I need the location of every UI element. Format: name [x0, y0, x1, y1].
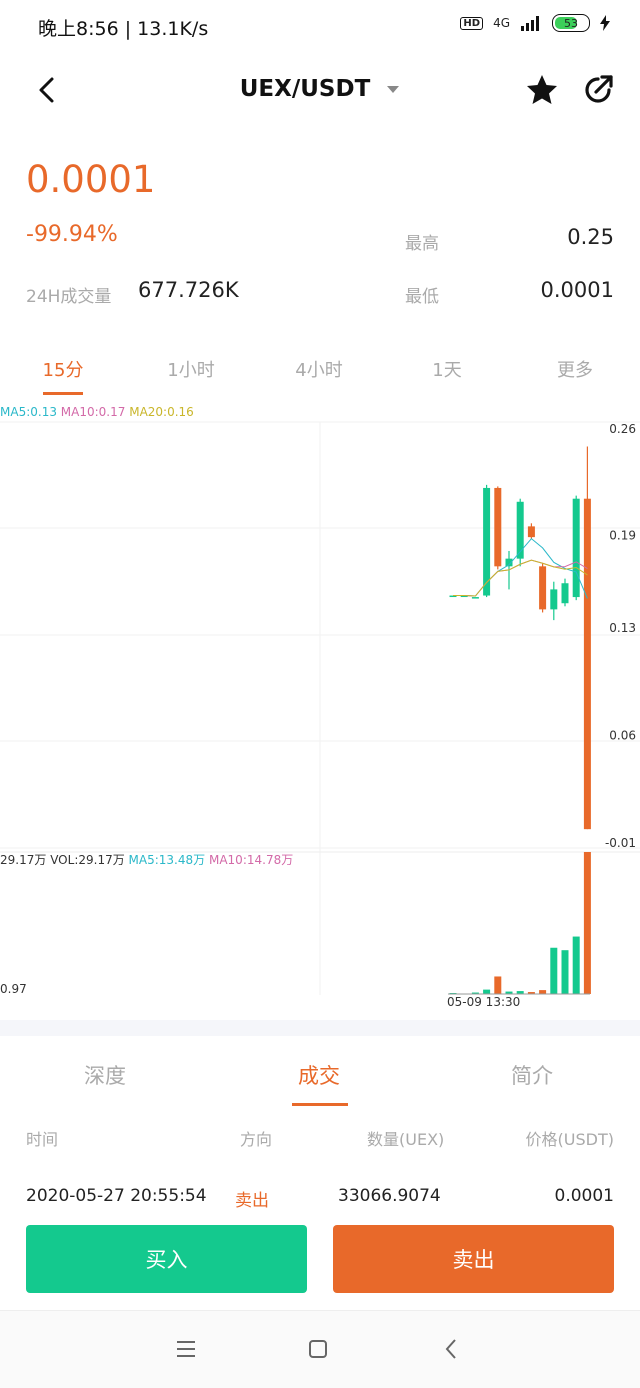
- y-tick-label: 0.19: [609, 529, 636, 543]
- tab-15m[interactable]: 15分: [42, 360, 84, 381]
- last-price: 0.0001: [26, 158, 156, 201]
- vol-left-label: 29.17万: [0, 853, 47, 867]
- tab-4h[interactable]: 4小时: [295, 360, 343, 381]
- y-tick-label: 0.26: [609, 422, 636, 436]
- status-icons: HD 4G 53: [460, 14, 610, 32]
- tab-depth[interactable]: 深度: [84, 1064, 126, 1088]
- tab-intro[interactable]: 简介: [511, 1064, 553, 1088]
- volume-bar: [550, 947, 558, 994]
- volume-bar: [494, 976, 502, 994]
- trade-time: 2020-05-27 20:55:54: [26, 1186, 207, 1206]
- caret-down-icon: [387, 85, 400, 93]
- low-value: 0.0001: [540, 278, 614, 302]
- kline-chart[interactable]: 0.26 0.19 0.13 0.06 -0.01 0.97 05-09 13:30: [0, 400, 640, 1010]
- status-time: 晚上8:56 | 13.1K/s: [38, 18, 209, 40]
- interval-underline: [43, 392, 83, 395]
- section-divider: [0, 1020, 640, 1036]
- candle-body: [483, 487, 491, 596]
- battery-icon: 53: [552, 14, 590, 32]
- pair-title: UEX/USDT: [239, 76, 371, 102]
- system-nav-bar: [0, 1310, 640, 1388]
- star-icon[interactable]: [524, 72, 560, 108]
- interval-tabs: 15分 1小时 4小时 1天 更多: [0, 356, 640, 400]
- back-triangle-icon[interactable]: [438, 1335, 466, 1363]
- ma5-label: MA5:0.13: [0, 405, 57, 419]
- volume-bar: [561, 950, 569, 994]
- ma20-line: [453, 559, 588, 597]
- ma20-label: MA20:0.16: [129, 405, 194, 419]
- candle-body: [527, 526, 535, 538]
- chevron-left-icon[interactable]: [34, 76, 62, 104]
- price-change: -99.94%: [26, 222, 118, 247]
- volume-bar: [539, 990, 547, 994]
- signal-icon: [521, 16, 539, 31]
- candle-body: [471, 597, 479, 599]
- volume-indicators: 29.17万 VOL:29.17万 MA5:13.48万 MA10:14.78万: [0, 851, 293, 868]
- col-price: 价格(USDT): [525, 1130, 614, 1149]
- high-value: 0.25: [567, 225, 614, 249]
- share-icon[interactable]: [580, 72, 616, 108]
- volume-bar: [516, 991, 524, 994]
- volume-min-label: 0.97: [0, 982, 27, 996]
- volume-label: 24H成交量: [26, 287, 112, 307]
- vol-ma5-label: MA5:13.48万: [128, 853, 206, 867]
- vol-ma10-label: MA10:14.78万: [208, 853, 294, 867]
- volume-bar: [572, 936, 580, 994]
- candle-body: [460, 595, 468, 598]
- tab-trades[interactable]: 成交: [298, 1064, 340, 1088]
- volume-bar: [471, 992, 479, 994]
- candle-body: [449, 595, 457, 598]
- high-label: 最高: [405, 234, 439, 254]
- volume-bar: [483, 989, 491, 994]
- charging-icon: [600, 15, 610, 31]
- candle-body: [494, 487, 502, 567]
- trade-amount: 33066.9074: [338, 1186, 441, 1206]
- trade-side: 卖出: [235, 1191, 269, 1211]
- hd-badge: HD: [460, 16, 484, 30]
- menu-icon[interactable]: [172, 1335, 200, 1363]
- ma-indicators: MA5:0.13 MA10:0.17 MA20:0.16: [0, 405, 194, 419]
- volume-bar: [527, 992, 535, 994]
- home-square-icon[interactable]: [304, 1335, 332, 1363]
- low-label: 最低: [405, 287, 439, 307]
- trades-tab-underline: [292, 1103, 348, 1106]
- network-label: 4G: [493, 16, 510, 30]
- candle-body: [516, 501, 524, 559]
- candle-body: [561, 583, 569, 604]
- tab-1h[interactable]: 1小时: [167, 360, 215, 381]
- ma10-label: MA10:0.17: [60, 405, 126, 419]
- tab-more[interactable]: 更多: [557, 360, 593, 381]
- candle-body: [583, 498, 591, 830]
- volume-bar: [583, 852, 591, 994]
- y-tick-label: 0.06: [609, 728, 636, 742]
- vol-label: VOL:29.17万: [50, 853, 125, 867]
- trade-price: 0.0001: [554, 1186, 614, 1206]
- y-tick-label: -0.01: [605, 836, 636, 850]
- y-tick-label: 0.13: [609, 621, 636, 635]
- buy-button[interactable]: 买入: [26, 1225, 307, 1293]
- sell-button[interactable]: 卖出: [333, 1225, 614, 1293]
- pair-selector[interactable]: UEX/USDT: [0, 76, 640, 102]
- candle-body: [539, 566, 547, 610]
- volume-bar: [505, 991, 513, 994]
- col-side: 方向: [240, 1130, 273, 1149]
- time-axis-label: 05-09 13:30: [447, 995, 520, 1009]
- tab-1d[interactable]: 1天: [432, 360, 462, 381]
- col-time: 时间: [26, 1130, 59, 1149]
- candle-body: [505, 558, 513, 567]
- volume-value: 677.726K: [138, 278, 239, 302]
- candle-body: [572, 498, 580, 598]
- candle-body: [550, 589, 558, 610]
- col-amount: 数量(UEX): [367, 1130, 445, 1149]
